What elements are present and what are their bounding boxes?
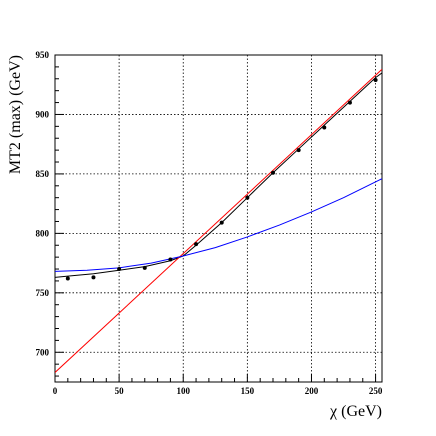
y-tick-label: 750 — [36, 288, 50, 298]
data-point — [65, 276, 70, 281]
data-point — [168, 257, 173, 262]
x-tick-label: 200 — [305, 386, 319, 396]
y-tick-label: 850 — [36, 169, 50, 179]
data-point — [194, 242, 199, 247]
x-tick-label: 150 — [241, 386, 255, 396]
fit-curves — [55, 68, 382, 373]
plot-frame — [54, 54, 383, 383]
data-point — [296, 148, 301, 153]
y-axis-title: MT2 (max) (GeV) — [7, 55, 24, 174]
x-tick-label: 250 — [369, 386, 383, 396]
y-tick-labels: 700 750 800 850 900 950 — [36, 50, 50, 357]
data-points — [65, 77, 378, 281]
red-fit-line — [55, 68, 382, 373]
x-tick-label: 0 — [53, 386, 58, 396]
data-point — [117, 267, 122, 272]
x-axis-title: χ (GeV) — [329, 403, 382, 420]
y-tick-label: 800 — [36, 228, 50, 238]
y-tick-label: 700 — [36, 347, 50, 357]
data-point — [373, 77, 378, 82]
data-point — [347, 100, 352, 105]
black-fit-curve — [55, 72, 382, 278]
data-point — [91, 275, 96, 280]
data-point — [245, 195, 250, 200]
x-tick-label: 100 — [176, 386, 190, 396]
x-tick-label: 50 — [115, 386, 125, 396]
x-tick-labels: 0 50 100 150 200 250 — [53, 386, 383, 396]
data-point — [219, 220, 224, 225]
data-point — [142, 265, 147, 270]
y-tick-label: 900 — [36, 109, 50, 119]
blue-fit-curve — [55, 178, 382, 272]
y-tick-label: 950 — [36, 50, 50, 60]
data-point — [322, 125, 327, 130]
data-point — [271, 170, 275, 175]
axis-ticks — [54, 54, 377, 382]
